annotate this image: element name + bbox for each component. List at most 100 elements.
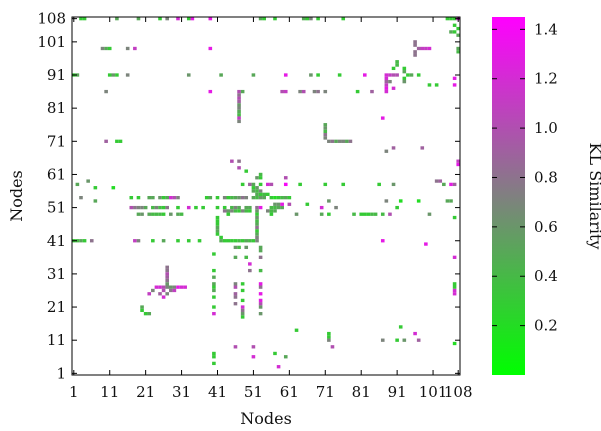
heatmap-cell — [172, 196, 177, 200]
heatmap-cell — [424, 46, 428, 51]
heatmap-cell — [258, 192, 263, 196]
heatmap-cell — [251, 73, 256, 77]
y-tick-label: 91 — [47, 66, 66, 84]
heatmap-cell — [165, 268, 169, 273]
heatmap-cell — [449, 182, 453, 187]
heatmap-cell — [140, 212, 144, 216]
heatmap-cell — [334, 205, 338, 210]
heatmap-cell — [143, 205, 148, 210]
y-tick-label: 108 — [37, 10, 66, 28]
heatmap-cell — [237, 89, 241, 94]
heatmap-cell — [93, 199, 98, 203]
heatmap-cell — [323, 136, 328, 140]
heatmap-cell — [154, 285, 159, 289]
heatmap-cell — [438, 179, 443, 183]
y-tick-label: 101 — [37, 33, 66, 51]
heatmap-cell — [269, 205, 274, 210]
heatmap-cell — [377, 182, 381, 187]
heatmap-cell — [151, 239, 155, 243]
colorbar-tick-label: 0.8 — [534, 168, 558, 186]
heatmap-cell — [158, 285, 162, 289]
heatmap-cell — [118, 139, 123, 143]
heatmap-cell — [258, 298, 263, 303]
heatmap-cell — [237, 103, 241, 107]
heatmap-cell — [273, 209, 277, 213]
heatmap-cell — [452, 288, 457, 293]
heatmap-cell — [380, 116, 385, 120]
heatmap-cell — [452, 282, 457, 286]
heatmap-cell — [79, 17, 83, 21]
heatmap-cell — [258, 205, 263, 210]
heatmap-cell — [337, 139, 342, 143]
heatmap-cell — [143, 312, 148, 316]
plot-frame — [71, 16, 461, 376]
heatmap-cell — [363, 212, 367, 216]
heatmap-cell — [255, 205, 259, 210]
heatmap-cell — [125, 73, 130, 77]
heatmap-cell — [416, 338, 421, 342]
heatmap-cell — [283, 182, 288, 187]
heatmap-cell — [258, 176, 263, 180]
x-tick-label: 31 — [172, 383, 191, 401]
heatmap-cell — [384, 76, 389, 80]
heatmap-cell — [208, 46, 213, 51]
heatmap-cell — [258, 189, 263, 193]
heatmap-cell — [283, 73, 288, 77]
heatmap-cell — [136, 239, 141, 243]
heatmap-cell — [273, 351, 277, 356]
heatmap-cell — [226, 212, 231, 216]
heatmap-cell — [233, 239, 238, 243]
heatmap-cell — [82, 239, 87, 243]
heatmap-cell — [449, 17, 453, 21]
heatmap-cell — [283, 355, 288, 359]
heatmap-cell — [75, 239, 80, 243]
heatmap-cell — [176, 239, 180, 243]
heatmap-cell — [240, 196, 245, 200]
heatmap-cell — [402, 70, 407, 74]
x-tick-label: 51 — [244, 383, 263, 401]
heatmap-cell — [161, 285, 166, 289]
heatmap-cell — [380, 338, 385, 342]
heatmap-cell — [186, 17, 191, 21]
heatmap-cell — [244, 205, 249, 210]
heatmap-cell — [442, 182, 446, 187]
heatmap-cell — [255, 186, 259, 190]
heatmap-cell — [115, 73, 119, 77]
heatmap-cell — [251, 345, 256, 349]
heatmap-cell — [319, 205, 324, 210]
colorbar-title: KL Similarity — [586, 143, 601, 250]
heatmap-cell — [269, 182, 274, 187]
heatmap-cell — [248, 182, 252, 187]
heatmap-cell — [370, 89, 374, 94]
heatmap-cell — [452, 292, 457, 296]
heatmap-cell — [176, 17, 180, 21]
heatmap-cell — [384, 86, 389, 90]
heatmap-cell — [258, 268, 263, 273]
heatmap-cell — [147, 212, 152, 216]
heatmap-cell — [416, 199, 421, 203]
heatmap-cell — [107, 46, 112, 51]
heatmap-cell — [75, 73, 80, 77]
heatmap-cell — [366, 212, 371, 216]
y-axis-title: Nodes — [7, 170, 26, 222]
heatmap-cell — [323, 126, 328, 130]
x-tick-label: 1 — [69, 383, 79, 401]
heatmap-cell — [158, 196, 162, 200]
x-tick-label: 41 — [208, 383, 227, 401]
heatmap-cell — [179, 285, 184, 289]
heatmap-cell — [402, 66, 407, 71]
heatmap-cell — [255, 196, 259, 200]
y-tick-label: 51 — [47, 199, 66, 217]
heatmap-cell — [452, 83, 457, 87]
heatmap-cell — [240, 209, 245, 213]
heatmap-cell — [255, 176, 259, 180]
heatmap-cell — [176, 212, 180, 216]
heatmap-cell — [233, 292, 238, 296]
heatmap-cell — [395, 73, 399, 77]
heatmap-cell — [323, 123, 328, 127]
heatmap-cell — [244, 239, 249, 243]
heatmap-cell — [169, 212, 173, 216]
heatmap-cell — [416, 46, 421, 51]
heatmap-cell — [391, 73, 396, 77]
